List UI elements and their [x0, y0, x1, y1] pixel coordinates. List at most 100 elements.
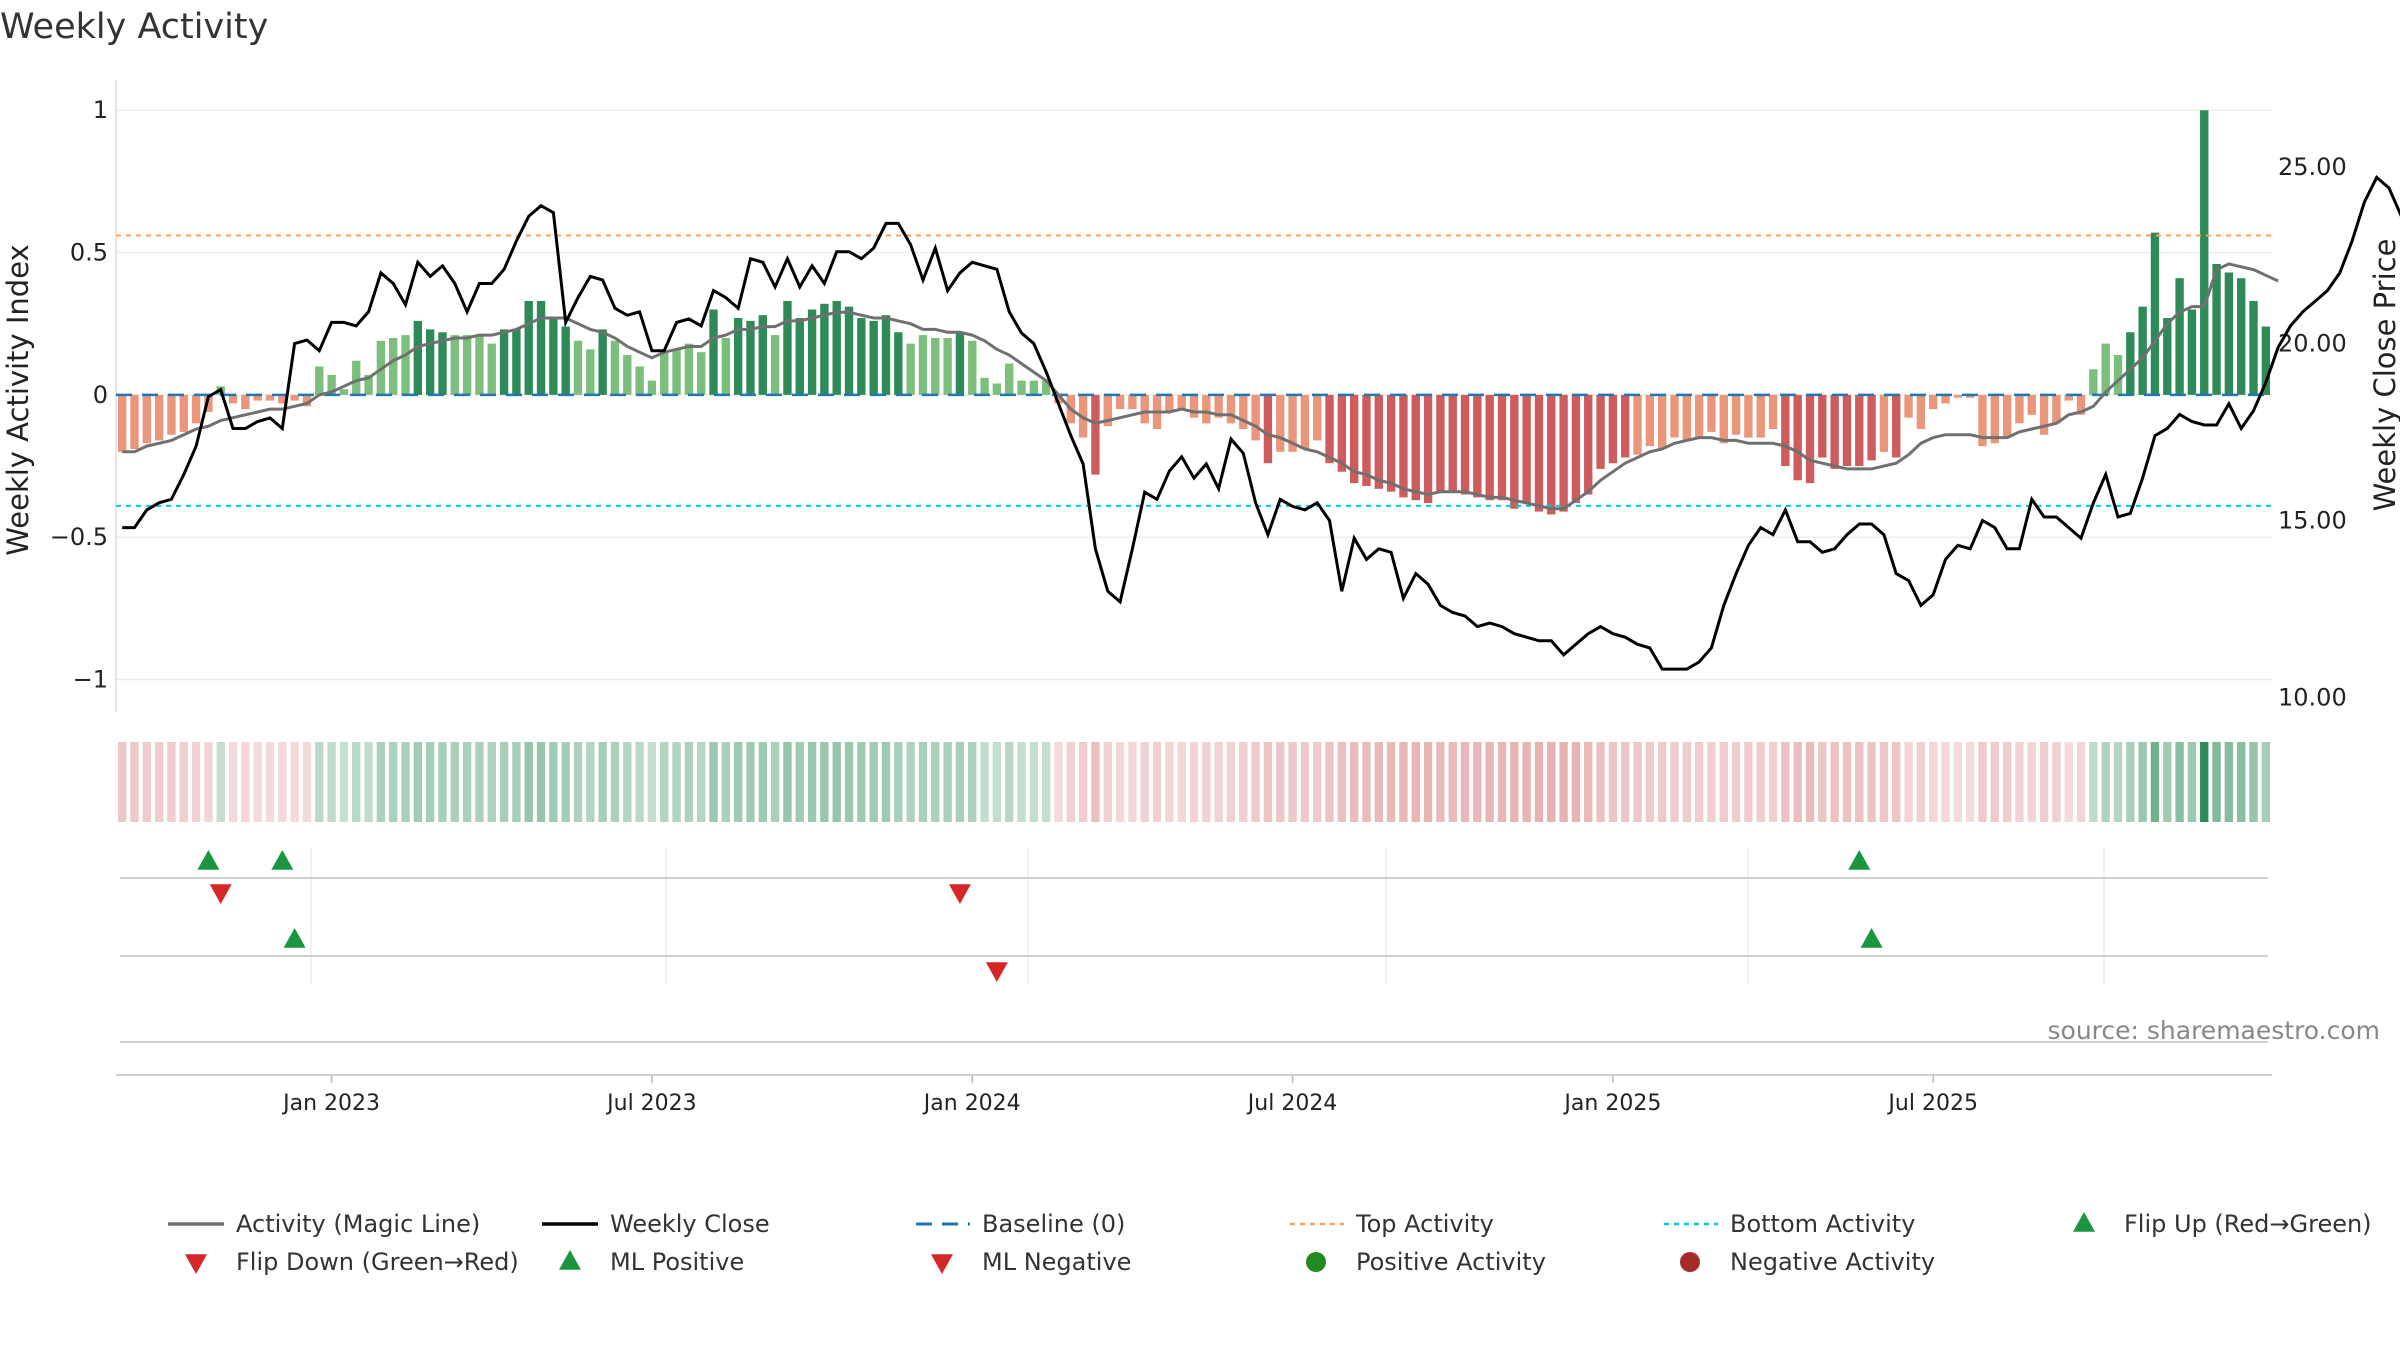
- activity-bar: [894, 332, 903, 395]
- activity-bar: [549, 318, 558, 395]
- activity-strip-cell: [1904, 742, 1913, 822]
- activity-bar: [758, 315, 767, 395]
- activity-strip-cell: [1005, 742, 1014, 822]
- activity-bar: [1411, 394, 1420, 501]
- y2-tick-label: 10.00: [2278, 683, 2347, 711]
- activity-bar: [1953, 394, 1963, 398]
- activity-bar: [2126, 332, 2135, 395]
- activity-strip-cell: [894, 742, 903, 822]
- activity-bar: [1608, 394, 1618, 464]
- activity-bar: [1756, 394, 1765, 438]
- activity-strip-cell: [610, 742, 620, 822]
- activity-strip-cell: [130, 742, 139, 822]
- activity-strip-cell: [881, 742, 891, 822]
- main-panel: 1 0.5 0 −0.5 −1 25.00 20.00 15.00 10.00: [50, 80, 2400, 712]
- activity-bar: [315, 366, 324, 395]
- activity-bar: [1596, 394, 1605, 469]
- activity-strip-cell: [1349, 742, 1359, 822]
- activity-bar: [241, 394, 250, 410]
- activity-bar: [1017, 380, 1026, 395]
- activity-bar: [462, 335, 472, 395]
- activity-strip-cell: [746, 742, 755, 822]
- activity-strip-cell: [1251, 742, 1260, 822]
- activity-bar: [228, 394, 238, 404]
- legend-swatch: [559, 1250, 581, 1270]
- activity-bar: [1916, 394, 1926, 430]
- activity-bar: [709, 309, 718, 395]
- activity-bar: [881, 315, 891, 395]
- activity-strip-cell: [536, 742, 546, 822]
- activity-bar: [1744, 394, 1753, 438]
- y2-tick-label: 20.00: [2278, 330, 2347, 358]
- activity-bar: [770, 335, 780, 395]
- activity-bar: [2015, 394, 2024, 424]
- ml-negative-marker: [985, 962, 1008, 982]
- activity-strip-cell: [647, 742, 657, 822]
- activity-strip-cell: [179, 742, 188, 822]
- activity-strip-cell: [1423, 742, 1433, 822]
- activity-bar: [1547, 394, 1556, 515]
- activity-strip-cell: [1140, 742, 1149, 822]
- activity-strip-cell: [918, 742, 928, 822]
- activity-bar: [2212, 263, 2221, 395]
- activity-bar: [869, 320, 878, 395]
- activity-strip-cell: [2015, 742, 2024, 822]
- y-tick-label: 0: [93, 381, 108, 409]
- activity-strip-cell: [475, 742, 484, 822]
- activity-strip-cell: [1781, 742, 1790, 822]
- activity-bar: [327, 374, 336, 395]
- activity-bar: [1904, 394, 1913, 418]
- activity-bar: [1657, 394, 1667, 449]
- activity-strip-cell: [1325, 742, 1334, 822]
- activity-strip-cell: [1867, 742, 1876, 822]
- activity-strip-cell: [1731, 742, 1741, 822]
- activity-bar: [931, 337, 940, 395]
- activity-bar: [154, 394, 164, 441]
- activity-bar: [647, 380, 657, 395]
- activity-strip-cell: [1497, 742, 1507, 822]
- y2-axis-label: Weekly Close Price: [2368, 239, 2400, 512]
- activity-bar: [1349, 394, 1359, 484]
- activity-bar: [1263, 394, 1273, 464]
- activity-bar: [561, 326, 570, 395]
- activity-strip-cell: [1041, 742, 1051, 822]
- activity-strip-cell: [2175, 742, 2184, 822]
- activity-bar: [524, 300, 533, 395]
- activity-strip-cell: [2027, 742, 2036, 822]
- activity-strip-cell: [1374, 742, 1383, 822]
- activity-bar: [1485, 394, 1494, 501]
- activity-strip: [117, 742, 2271, 822]
- activity-strip-cell: [672, 742, 681, 822]
- activity-bar: [1670, 394, 1679, 438]
- activity-strip-cell: [315, 742, 324, 822]
- activity-strip-cell: [1054, 742, 1063, 822]
- activity-strip-cell: [1990, 742, 1999, 822]
- flip-down-marker: [209, 884, 232, 904]
- activity-strip-cell: [1448, 742, 1457, 822]
- activity-bar: [684, 343, 694, 395]
- activity-bar: [352, 360, 361, 395]
- activity-strip-cell: [2249, 742, 2258, 822]
- activity-bar: [1325, 394, 1334, 464]
- activity-bar: [1682, 394, 1691, 441]
- activity-bar: [512, 329, 521, 395]
- activity-bar: [1276, 394, 1285, 452]
- activity-bar: [660, 352, 669, 395]
- activity-strip-cell: [1115, 742, 1125, 822]
- activity-strip-cell: [1621, 742, 1630, 822]
- activity-bar: [1214, 394, 1223, 418]
- activity-bar: [191, 394, 201, 424]
- activity-strip-cell: [1879, 742, 1889, 822]
- activity-strip-cell: [1066, 742, 1075, 822]
- activity-bar: [450, 335, 459, 395]
- activity-strip-cell: [117, 742, 127, 822]
- activity-bar: [2175, 278, 2184, 395]
- activity-bar: [820, 303, 829, 395]
- activity-strip-cell: [1436, 742, 1445, 822]
- activity-strip-cell: [2126, 742, 2135, 822]
- activity-bar: [1855, 394, 1864, 467]
- activity-bar: [1731, 394, 1741, 435]
- activity-strip-cell: [955, 742, 965, 822]
- legend-label: Positive Activity: [1356, 1248, 1546, 1276]
